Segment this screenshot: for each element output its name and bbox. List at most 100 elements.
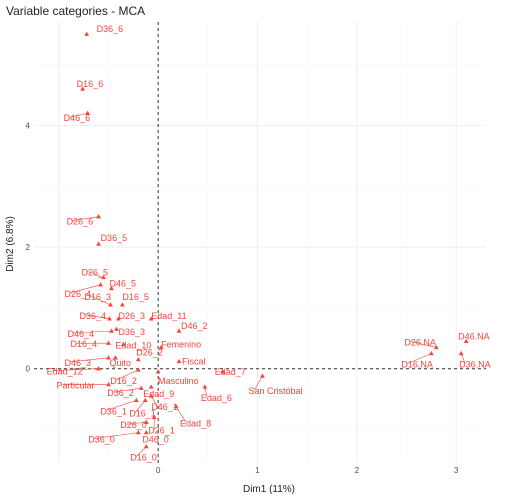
label-d16-1: D16_1	[129, 408, 156, 418]
point-d36-5	[96, 241, 101, 246]
point-d26-2	[135, 356, 141, 362]
label-particular: Particular	[57, 381, 95, 391]
label-d36-2: D36_2	[107, 388, 134, 398]
label-edad-10: Edad_10	[115, 340, 151, 350]
leader-edad-12	[52, 368, 99, 372]
point-fiscal	[176, 358, 182, 364]
point-d46-4	[109, 328, 114, 333]
chart-title: Variable categories - MCA	[6, 4, 145, 18]
point-edad-9	[148, 384, 154, 389]
label-d26-0: D26_0	[120, 420, 147, 430]
label-d16-6: D16_6	[77, 79, 104, 89]
point-d16-4	[106, 340, 111, 345]
leader-d26-5	[87, 271, 104, 278]
label-d16-0: D16_0	[130, 453, 157, 463]
leader-d46-3	[70, 357, 109, 363]
point-d26-6	[96, 214, 101, 219]
leader-d16-1	[135, 400, 146, 413]
label-d36-5: D36_5	[101, 233, 128, 243]
leader-d16-3	[90, 295, 111, 306]
point-d26-na	[433, 344, 439, 350]
x-axis-label: Dim1 (11%)	[243, 484, 295, 495]
label-d46-0: D46_0	[142, 435, 169, 445]
label-edad-8: Edad_8	[180, 418, 211, 428]
point-d46-0	[143, 429, 149, 435]
label-d46-4: D46_4	[67, 329, 94, 339]
point-d16-2	[135, 367, 141, 372]
leader-d26-na	[410, 341, 437, 348]
label-d36-6: D36_6	[97, 24, 124, 34]
point-san-crist-bal	[260, 373, 265, 378]
label-edad-12: Edad_12	[47, 367, 83, 377]
point-quito	[113, 355, 118, 360]
point-d26-5	[101, 274, 106, 280]
point-d16-na	[428, 350, 434, 356]
x-tick-label: 2	[355, 466, 360, 475]
reference-lines	[34, 22, 486, 463]
point-d46-2	[176, 328, 182, 333]
y-tick-label: 0	[26, 365, 31, 374]
point-edad-12	[96, 366, 101, 371]
point-d16-6	[80, 86, 86, 91]
label-edad-6: Edad_6	[201, 393, 232, 403]
x-tick-label: 0	[156, 466, 161, 475]
label-d46-5: D46_5	[109, 278, 136, 288]
point-d26-1	[151, 414, 157, 420]
label-d16-2: D16_2	[110, 376, 137, 386]
label-d46-6: D46_6	[64, 113, 91, 123]
label-d26-na: D26.NA	[404, 337, 436, 347]
grid	[34, 22, 486, 463]
label-masculino: Masculino	[158, 376, 199, 386]
tick-labels: 0 1 2 3 0 2 4	[26, 121, 459, 475]
leader-san-crist-bal	[254, 375, 263, 391]
point-d16-1	[142, 397, 148, 403]
point-d36-6	[84, 31, 90, 36]
point-d36-0	[135, 429, 141, 435]
point-d36-1	[133, 397, 139, 403]
point-d26-4	[98, 282, 103, 287]
point-edad-10	[121, 341, 126, 347]
y-tick-label: 4	[26, 121, 31, 130]
label-d46-3: D46_3	[65, 358, 92, 368]
point-particular	[106, 381, 111, 387]
point-edad-8	[173, 403, 179, 409]
label-d16-na: D16.NA	[401, 360, 433, 370]
label-d26-2: D26_2	[136, 348, 163, 358]
plot-panel	[34, 22, 486, 463]
point-d36-3	[114, 326, 119, 331]
point-d46-5	[109, 285, 114, 291]
label-d46-na: D46.NA	[458, 331, 490, 341]
leader-d16-2	[116, 369, 139, 381]
point-d26-0	[143, 419, 149, 424]
point-d36-4	[107, 316, 112, 321]
label-edad-11: Edad_11	[151, 311, 186, 321]
point-d46-1	[148, 393, 154, 398]
label-d36-4: D36_4	[79, 311, 106, 321]
leader-d36-4	[85, 314, 110, 320]
label-d46-2: D46_2	[181, 321, 208, 331]
point-d16-5	[120, 302, 125, 307]
point-edad-11	[148, 316, 154, 321]
x-tick-label: 1	[255, 466, 260, 475]
y-axis-label: Dim2 (6.8%)	[5, 216, 16, 272]
leader-d36-0	[94, 432, 139, 439]
label-d36-1: D36_1	[100, 406, 127, 416]
leader-d16-na	[407, 353, 432, 364]
label-d26-3: D26_3	[118, 311, 145, 321]
leader-d26-4	[70, 284, 101, 294]
point-d36-na	[458, 350, 464, 356]
label-edad-9: Edad_9	[143, 389, 174, 399]
label-d16-3: D16_3	[84, 292, 111, 302]
label-d36-3: D36_3	[118, 327, 145, 337]
label-d36-0: D36_0	[88, 435, 115, 445]
x-tick-label: 3	[454, 466, 459, 475]
label-d26-5: D26_5	[82, 267, 109, 277]
point-femenino	[158, 344, 164, 350]
label-femenino: Femenino	[161, 339, 201, 349]
point-edad-7	[220, 369, 226, 374]
leader-d46-6	[69, 112, 88, 118]
point-edad-6	[202, 384, 208, 389]
label-edad-7: Edad_7	[215, 367, 246, 377]
label-d26-4: D26_4	[65, 289, 92, 299]
